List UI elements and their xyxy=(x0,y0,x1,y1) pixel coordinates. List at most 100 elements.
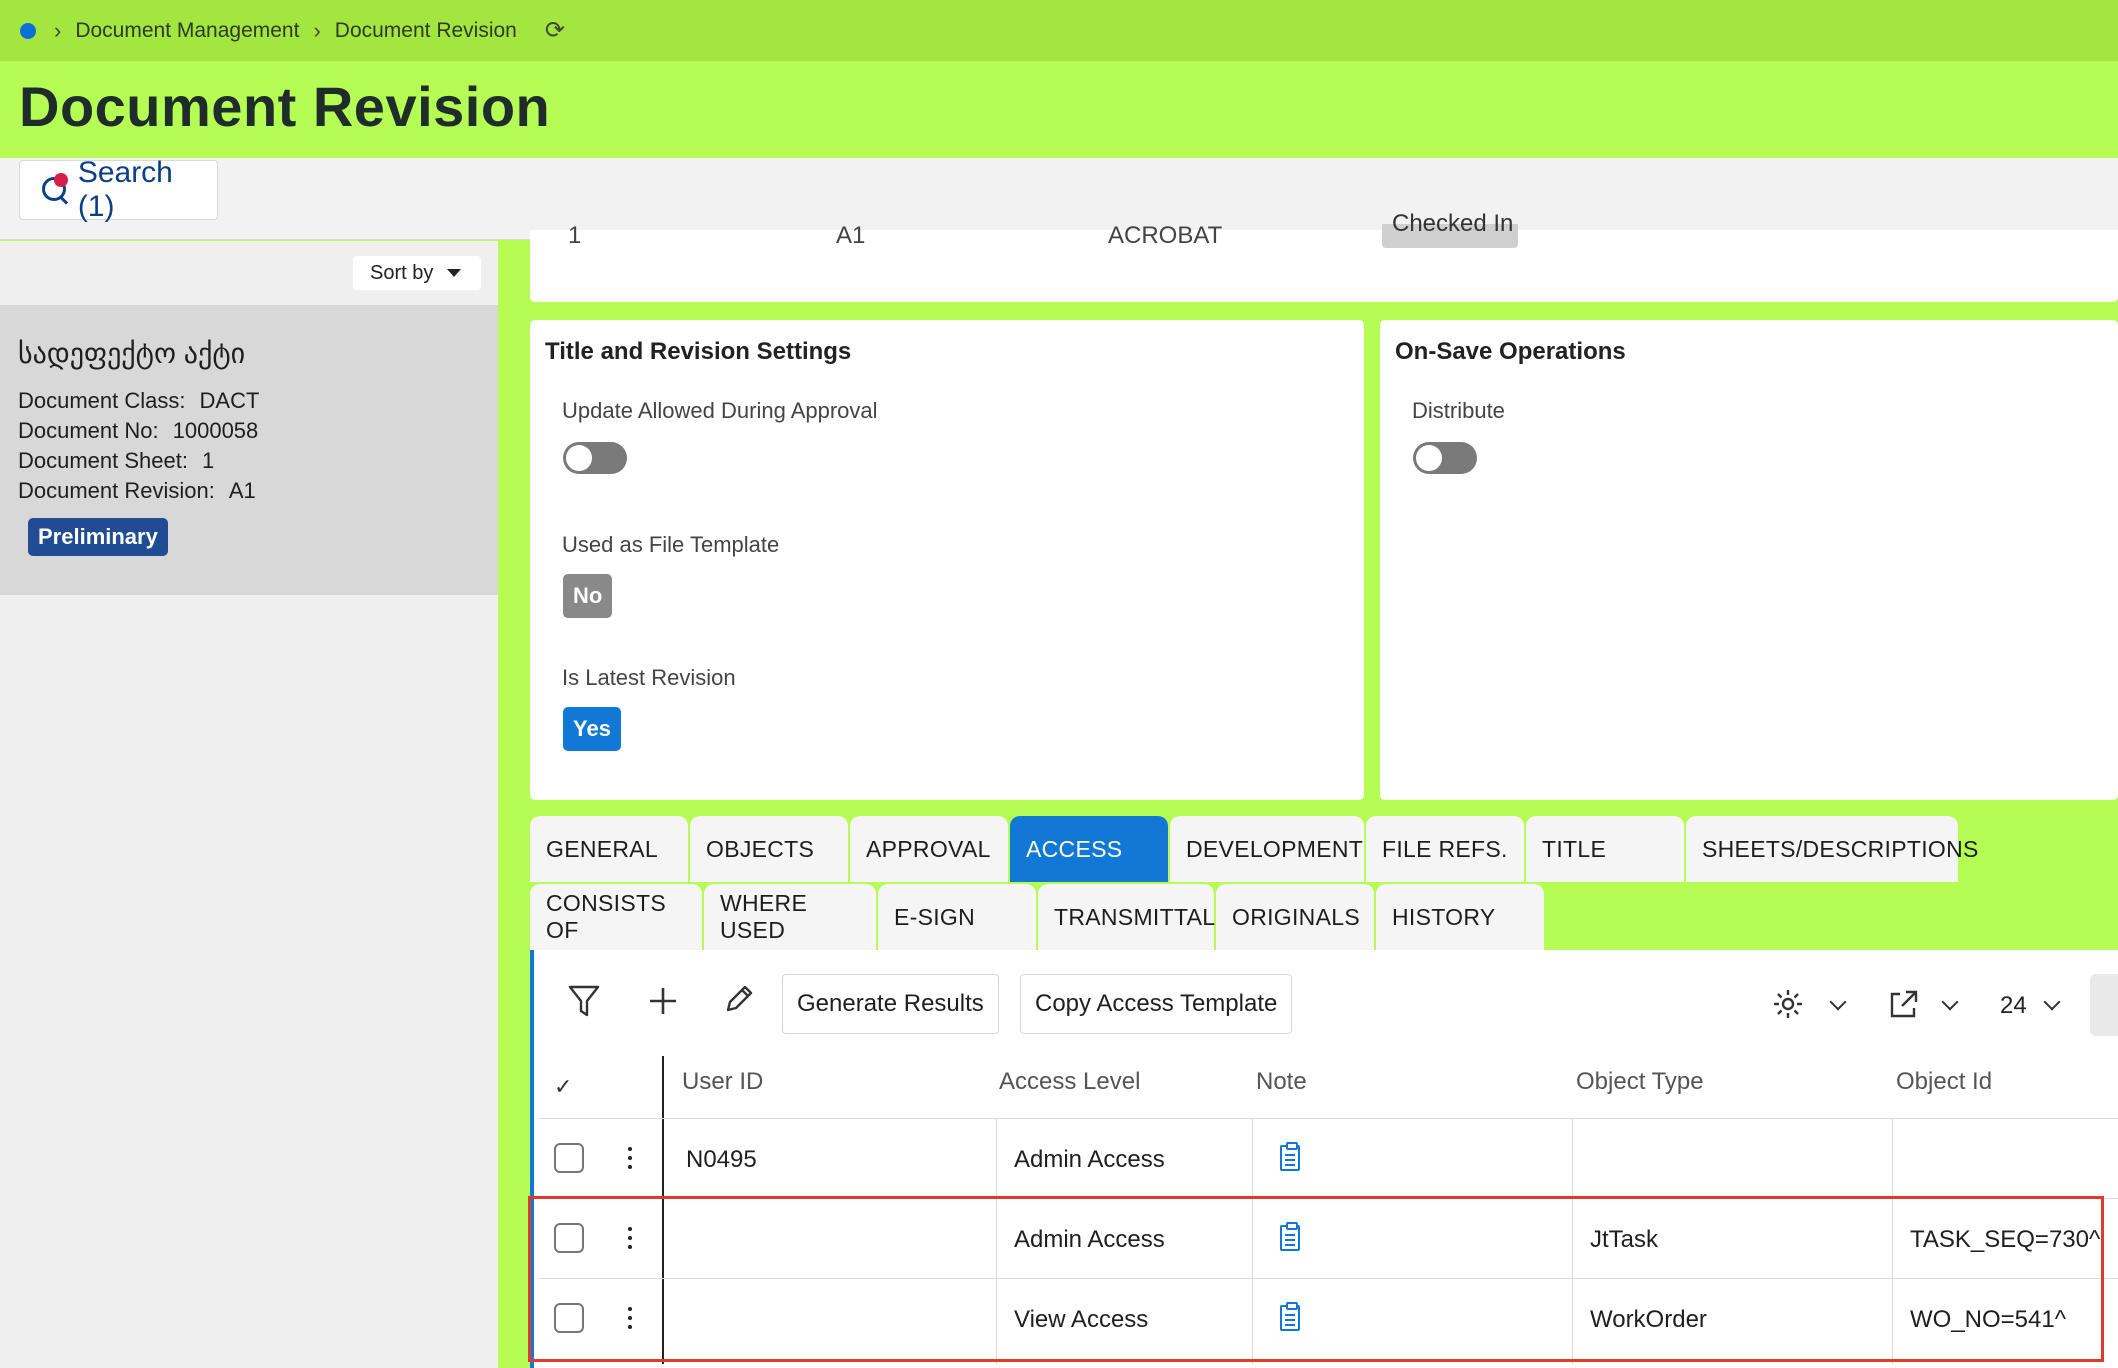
refresh-icon[interactable]: ⟳ xyxy=(544,17,565,44)
latest-revision-label: Is Latest Revision xyxy=(562,665,736,690)
tab-where-used[interactable]: WHERE USED xyxy=(704,884,876,950)
sheet-cell: 1 xyxy=(568,222,582,249)
rows-per-page-select[interactable]: 24 xyxy=(2000,992,2027,1019)
chevron-right-icon: › xyxy=(313,17,321,43)
search-button[interactable]: Search (1) xyxy=(19,156,218,223)
filter-active-badge xyxy=(54,173,68,187)
tab-e-sign[interactable]: E-SIGN xyxy=(878,884,1036,950)
cell-object-id: WO_NO=541^ xyxy=(1910,1306,2066,1333)
column-header-user-id[interactable]: User ID xyxy=(682,1068,764,1095)
distribute-label: Distribute xyxy=(1412,398,1505,423)
row-menu-icon[interactable] xyxy=(628,1227,632,1249)
gear-icon[interactable] xyxy=(1772,988,1804,1028)
cell-object-id: TASK_SEQ=730^ xyxy=(1910,1226,2101,1253)
column-header-note[interactable]: Note xyxy=(1256,1068,1307,1095)
document-class-row: Document Class: DACT xyxy=(18,386,480,416)
tab-history[interactable]: HISTORY xyxy=(1376,884,1544,950)
frozen-column-divider xyxy=(662,1056,664,1364)
home-dot-icon[interactable] xyxy=(20,22,36,39)
highlight-box xyxy=(528,1196,2104,1362)
tab-objects[interactable]: OBJECTS xyxy=(690,816,848,882)
file-template-badge: No xyxy=(563,574,613,618)
field-label: Document Sheet: xyxy=(18,448,188,473)
card-heading: On-Save Operations xyxy=(1395,338,1626,365)
add-icon[interactable] xyxy=(646,980,680,1028)
select-all-checkmark-icon[interactable]: ✓ xyxy=(554,1074,573,1099)
note-icon[interactable] xyxy=(1280,1222,1300,1251)
card-heading: Title and Revision Settings xyxy=(545,338,852,365)
page-title: Document Revision xyxy=(19,75,551,138)
row-menu-icon[interactable] xyxy=(628,1307,632,1329)
field-value: 1000058 xyxy=(172,418,259,443)
tab-originals[interactable]: ORIGINALS xyxy=(1216,884,1374,950)
title-revision-settings-card: Title and Revision Settings Update Allow… xyxy=(530,320,1364,800)
revision-summary-card: 1 A1 ACROBAT Checked In xyxy=(530,210,2118,302)
row-menu-icon[interactable] xyxy=(628,1147,632,1169)
document-sheet-row: Document Sheet: 1 xyxy=(18,446,480,476)
latest-revision-badge: Yes xyxy=(563,707,621,751)
column-divider xyxy=(1572,1118,1573,1364)
sort-by-label: Sort by xyxy=(370,261,434,284)
document-title: სადეფექტო აქტი xyxy=(18,338,246,369)
chevron-down-icon[interactable] xyxy=(1829,993,1847,1011)
checked-in-label: Checked In xyxy=(1392,210,1514,237)
breadcrumb-item-document-revision[interactable]: Document Revision xyxy=(334,18,517,42)
field-label: Document Class: xyxy=(18,388,186,413)
row-checkbox[interactable] xyxy=(554,1143,584,1173)
filter-icon[interactable] xyxy=(568,984,600,1026)
copy-access-template-button[interactable]: Copy Access Template xyxy=(1020,974,1293,1034)
column-divider xyxy=(1252,1118,1253,1364)
access-grid: Generate Results Copy Access Template 24… xyxy=(530,950,2118,1368)
row-checkbox[interactable] xyxy=(554,1223,584,1253)
cell-object-type: WorkOrder xyxy=(1590,1306,1707,1333)
tab-general[interactable]: GENERAL xyxy=(530,816,688,882)
cell-access-level: Admin Access xyxy=(1014,1226,1165,1253)
file-template-label: Used as File Template xyxy=(562,532,780,557)
row-checkbox[interactable] xyxy=(554,1303,584,1333)
tab-title[interactable]: TITLE xyxy=(1526,816,1684,882)
edit-pencil-icon[interactable] xyxy=(724,984,754,1022)
sort-by-dropdown[interactable]: Sort by xyxy=(353,256,481,290)
tab-development[interactable]: DEVELOPMENT xyxy=(1170,816,1364,882)
tab-transmittal[interactable]: TRANSMITTAL xyxy=(1038,884,1215,950)
field-value: DACT xyxy=(199,388,260,413)
generate-results-button[interactable]: Generate Results xyxy=(782,974,999,1034)
status-badge: Preliminary xyxy=(28,518,168,556)
column-header-object-id[interactable]: Object Id xyxy=(1896,1068,1993,1095)
search-strip xyxy=(0,158,2118,240)
column-chooser-button[interactable] xyxy=(2090,974,2118,1036)
breadcrumb: › Document Management › Document Revisio… xyxy=(0,0,2118,61)
breadcrumb-item-document-management[interactable]: Document Management xyxy=(75,18,300,42)
checked-in-badge: Checked In xyxy=(1382,210,1518,248)
cell-object-type: JtTask xyxy=(1590,1226,1659,1253)
column-header-access-level[interactable]: Access Level xyxy=(999,1068,1141,1095)
document-list-card[interactable]: სადეფექტო აქტი Document Class: DACT Docum… xyxy=(0,305,498,595)
format-cell: ACROBAT xyxy=(1108,222,1223,249)
tab-approval[interactable]: APPROVAL xyxy=(850,816,1008,882)
note-icon[interactable] xyxy=(1280,1142,1300,1171)
on-save-operations-card: On-Save Operations Distribute xyxy=(1380,320,2118,800)
chevron-down-icon[interactable] xyxy=(1941,993,1959,1011)
field-label: Document No: xyxy=(18,418,159,443)
note-icon[interactable] xyxy=(1280,1302,1300,1331)
column-divider xyxy=(996,1118,997,1364)
chevron-right-icon: › xyxy=(54,17,62,43)
distribute-toggle[interactable] xyxy=(1413,442,1477,474)
document-no-row: Document No: 1000058 xyxy=(18,416,480,446)
column-header-object-type[interactable]: Object Type xyxy=(1576,1068,1704,1095)
row-divider xyxy=(538,1118,2118,1119)
document-revision-row: Document Revision: A1 xyxy=(18,476,480,506)
caret-down-icon xyxy=(447,269,462,277)
cell-access-level: View Access xyxy=(1014,1306,1149,1333)
tab-file-refs[interactable]: FILE REFS. xyxy=(1366,816,1524,882)
export-icon[interactable] xyxy=(1888,988,1920,1028)
revision-cell: A1 xyxy=(836,222,866,249)
tab-consists-of[interactable]: CONSISTS OF xyxy=(530,884,702,950)
tab-access[interactable]: ACCESS xyxy=(1010,816,1168,882)
update-allowed-toggle[interactable] xyxy=(563,442,627,474)
tab-sheets-descriptions[interactable]: SHEETS/DESCRIPTIONS xyxy=(1686,816,1978,882)
field-label: Document Revision: xyxy=(18,478,215,503)
search-icon xyxy=(40,173,70,205)
chevron-down-icon[interactable] xyxy=(2043,993,2061,1011)
field-value: A1 xyxy=(228,478,256,503)
